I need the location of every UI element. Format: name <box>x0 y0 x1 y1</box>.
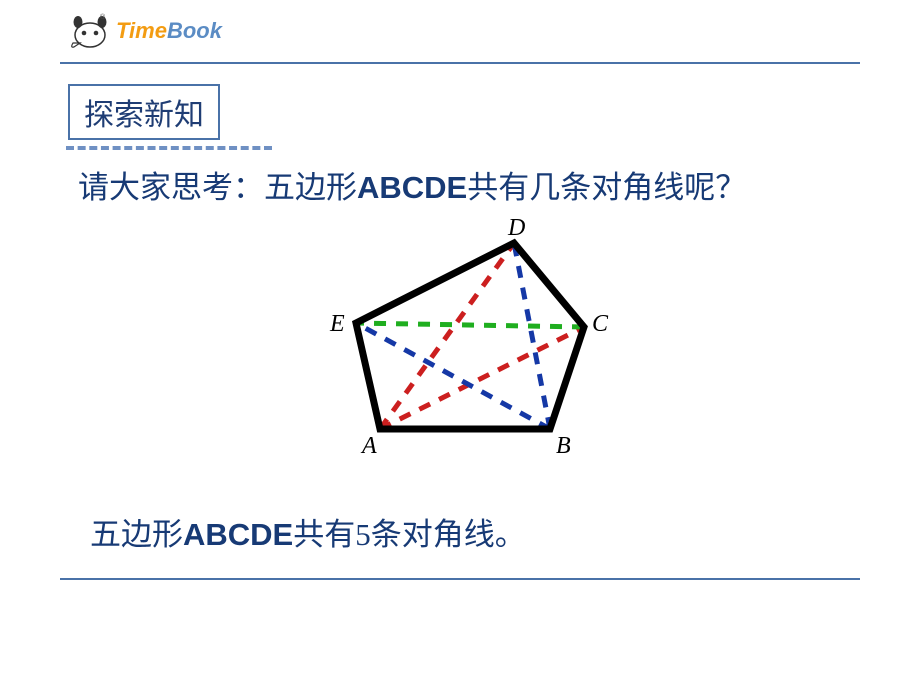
question-label: ABCDE <box>357 170 467 205</box>
section-title-box: 探索新知 <box>68 84 220 140</box>
diagonal-BD <box>514 243 550 429</box>
question-suffix: 共有几条对角线呢？ <box>467 170 746 205</box>
brand-part1: Time <box>116 18 167 43</box>
vertex-label-A: A <box>360 433 377 459</box>
vertex-label-E: E <box>329 311 345 337</box>
section-title: 探索新知 <box>84 99 204 132</box>
svg-text:®: ® <box>100 13 106 21</box>
diagonal-CE <box>356 323 584 327</box>
header: ® TimeBook <box>0 0 920 62</box>
section-underline <box>66 146 272 150</box>
vertex-label-C: C <box>592 311 609 337</box>
answer-text: 五边形ABCDE共有5条对角线。 <box>60 509 860 554</box>
pentagon-outline <box>356 243 584 429</box>
bottom-divider <box>60 578 860 580</box>
brand-text: TimeBook <box>116 18 222 44</box>
vertex-label-B: B <box>556 433 571 459</box>
answer-prefix: 五边形 <box>90 517 183 552</box>
diagonal-BE <box>356 323 550 429</box>
brand-part2: Book <box>167 18 222 43</box>
answer-suffix: 共有5条对角线。 <box>293 517 526 552</box>
vertex-label-D: D <box>507 219 525 241</box>
diagonal-AD <box>380 243 514 429</box>
answer-label: ABCDE <box>183 517 293 552</box>
question-text: 请大家思考：五边形ABCDE共有几条对角线呢？ <box>60 166 860 211</box>
pentagon-figure: A B C D E <box>300 219 620 469</box>
content: 探索新知 请大家思考：五边形ABCDE共有几条对角线呢？ A B C D E 五边形AB… <box>0 64 920 554</box>
question-prefix: 请大家思考：五边形 <box>78 170 357 205</box>
figure-wrap: A B C D E <box>60 219 860 469</box>
logo-icon: ® <box>70 13 110 49</box>
